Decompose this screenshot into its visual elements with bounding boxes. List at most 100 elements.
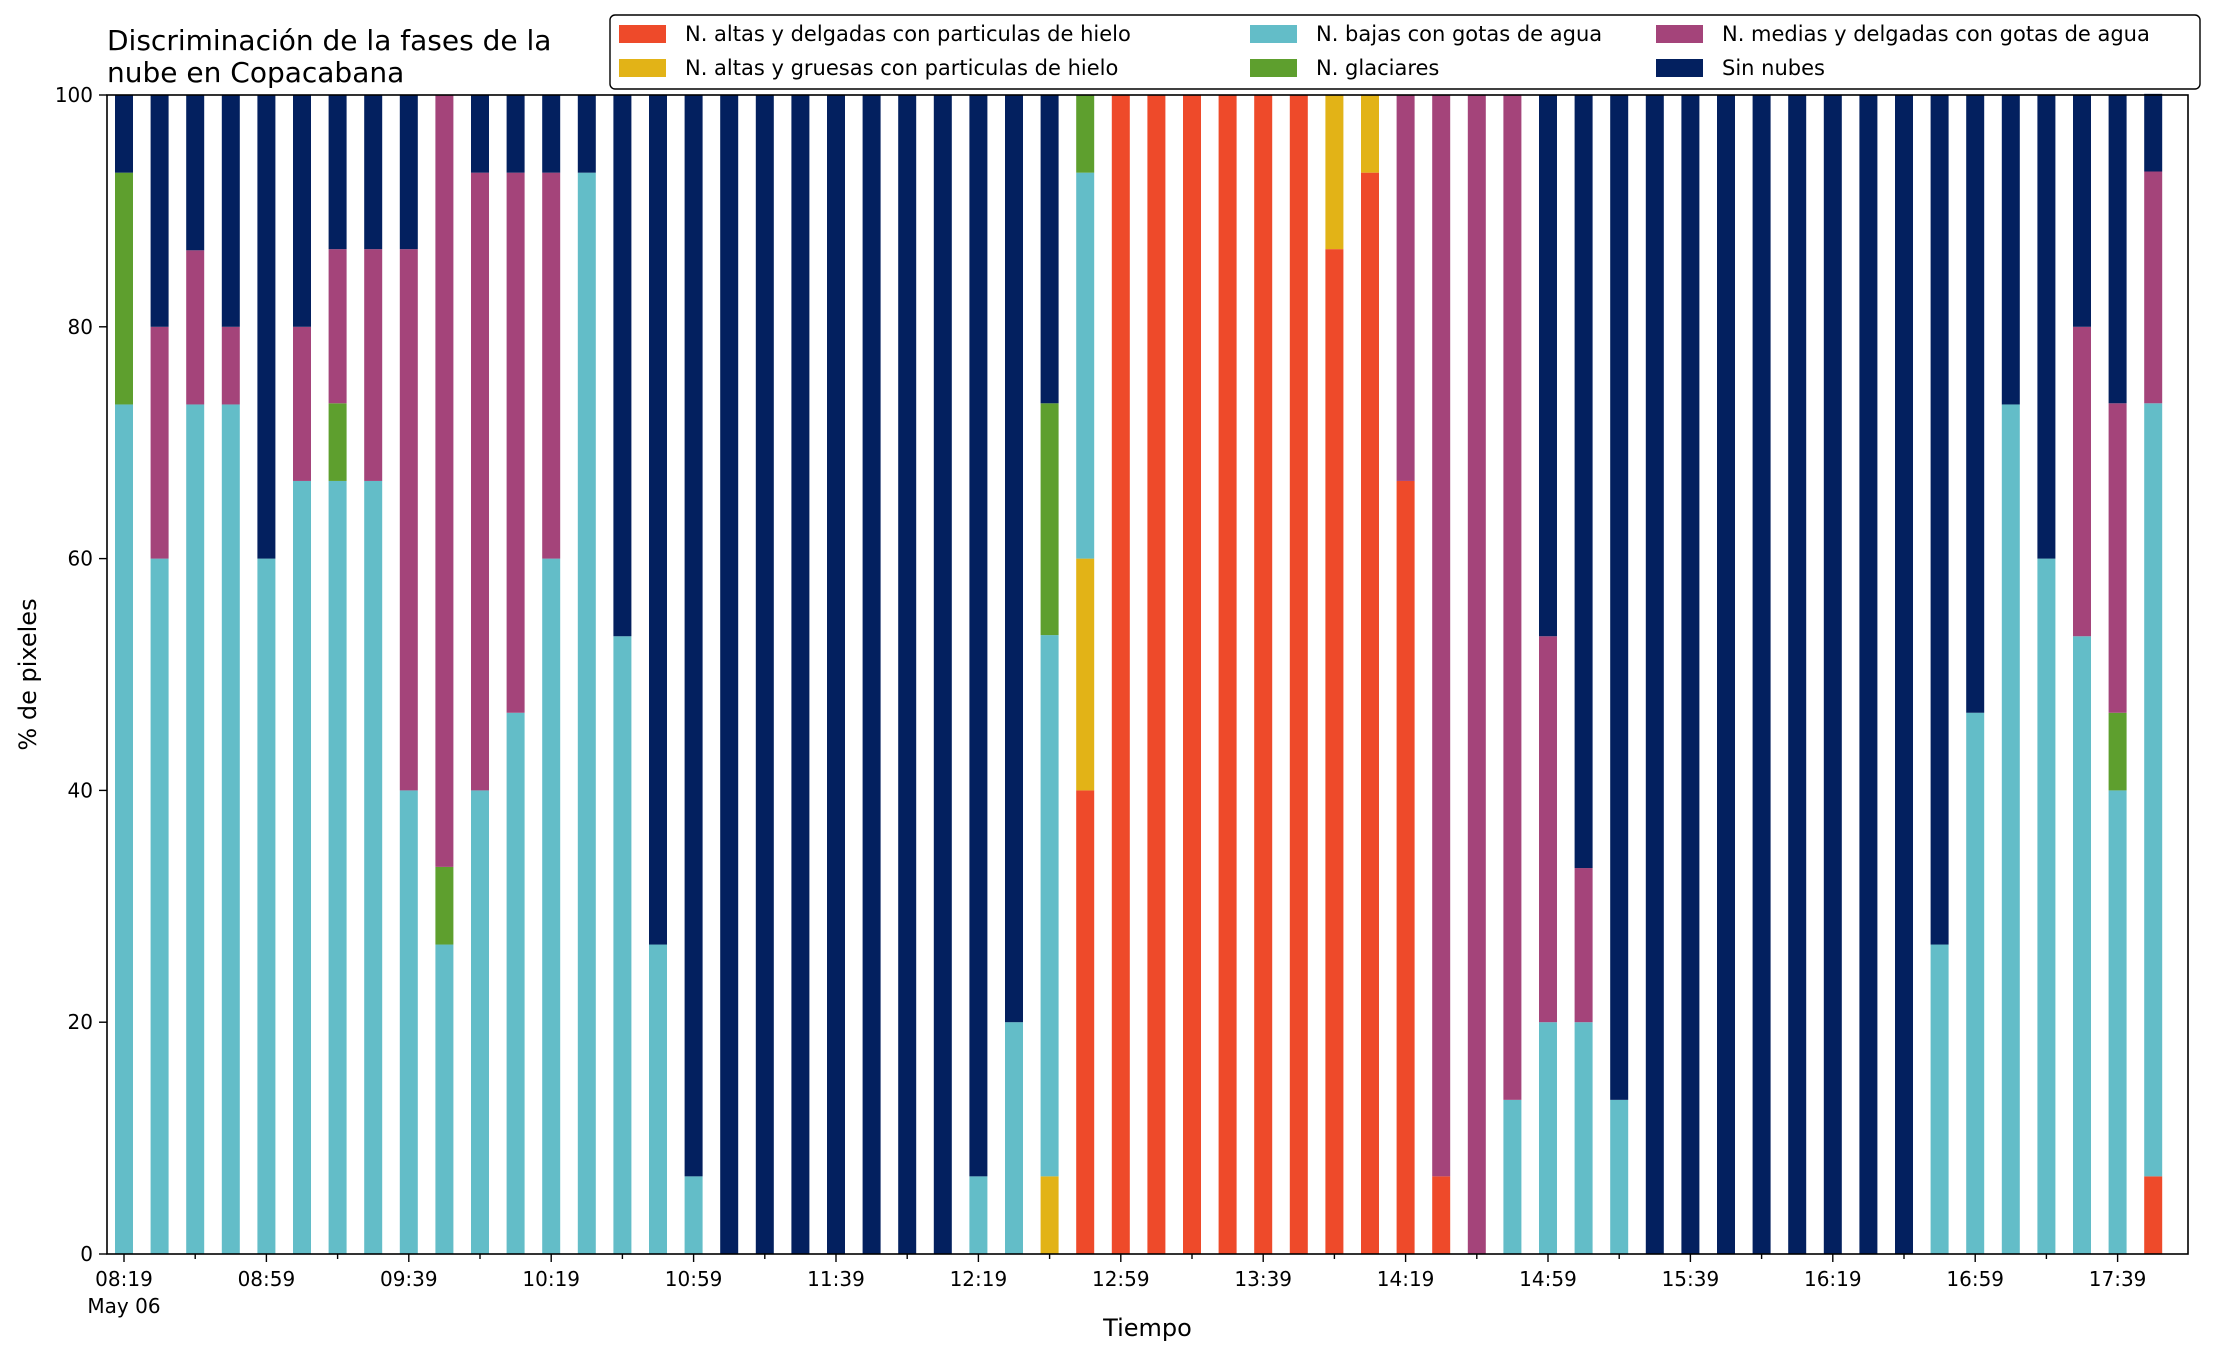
bar-segment — [1183, 95, 1201, 1254]
bar-segment — [827, 95, 845, 1254]
bar-segment — [1147, 95, 1166, 1254]
bar-segment — [613, 636, 632, 1254]
x-tick-label: 12:19 — [950, 1267, 1008, 1291]
bar-segment — [1539, 1022, 1557, 1254]
bar-segment — [1930, 944, 1949, 1254]
bar-segment — [2108, 712, 2127, 791]
bar-segment — [1539, 636, 1557, 1023]
bar-segment — [791, 95, 810, 1254]
bar-segment — [649, 95, 667, 945]
bar-segment — [1361, 172, 1379, 1255]
bar-segment — [1076, 172, 1095, 559]
bar-segment — [328, 95, 347, 250]
bar-segment — [150, 558, 169, 1254]
bar-segment — [1005, 95, 1023, 1023]
axes-layer: 0 20 40 60 80 100 08:19 08:59 09:39 10:19 10:59 11:… — [55, 83, 2189, 1318]
bar-segment — [257, 95, 276, 559]
bar-segment — [1574, 1022, 1593, 1254]
bar-segment — [506, 172, 525, 713]
x-tick-label: 10:59 — [665, 1267, 723, 1291]
x-tick-label: 11:39 — [807, 1267, 865, 1291]
bar-segment — [471, 790, 489, 1254]
bar-segment — [186, 250, 205, 405]
bar-segment — [1574, 95, 1593, 869]
x-tick-label: 10:19 — [522, 1267, 580, 1291]
bar-segment — [1289, 95, 1308, 1254]
bar-segment — [2144, 93, 2163, 172]
bar-segment — [1040, 403, 1059, 636]
bar-segment — [1645, 95, 1664, 1254]
bar-segment — [364, 95, 383, 250]
bar-segment — [577, 172, 596, 1255]
bar-segment — [1503, 1099, 1522, 1254]
x-tick-label: 08:59 — [238, 1267, 296, 1291]
legend-item: N. altas y gruesas con particulas de hie… — [619, 56, 1118, 80]
bar-segment — [720, 95, 739, 1254]
bar-segment — [542, 172, 561, 559]
bar-segment — [221, 95, 240, 327]
bar-segment — [2108, 790, 2127, 1254]
bar-segment — [150, 95, 169, 327]
bar-segment — [2073, 95, 2091, 327]
x-tick-label: 08:19 — [95, 1267, 153, 1291]
y-axis-label: % de pixeles — [14, 598, 42, 750]
bar-segment — [115, 172, 133, 405]
legend-label: Sin nubes — [1722, 56, 1825, 80]
x-tick-label: 15:39 — [1662, 1267, 1720, 1291]
y-tick-label: 60 — [68, 547, 93, 571]
bar-segment — [471, 95, 489, 173]
legend-item: N. bajas con gotas de agua — [1250, 22, 1602, 46]
bar-segment — [186, 404, 205, 1254]
y-tick-label: 40 — [68, 778, 93, 802]
bar-segment — [221, 404, 240, 1254]
x-date-label: May 06 — [87, 1294, 160, 1318]
bar-segment — [115, 404, 133, 1254]
legend-swatch — [1250, 25, 1297, 43]
bar-segment — [1503, 95, 1522, 1100]
bar-segment — [542, 558, 561, 1254]
bar-segment — [1930, 95, 1949, 945]
x-tick-label: 16:59 — [1946, 1267, 2004, 1291]
bar-segment — [1432, 95, 1451, 1177]
bar-segment — [969, 95, 988, 1177]
legend-label: N. bajas con gotas de agua — [1316, 22, 1602, 46]
bar-segment — [328, 403, 347, 481]
bar-segment — [1076, 558, 1095, 791]
chart-title-line: Discriminación de la fases de la — [107, 24, 551, 57]
legend-label: N. glaciares — [1316, 56, 1439, 80]
bar-segment — [471, 172, 489, 791]
bar-segment — [969, 1176, 988, 1254]
x-tick-label: 13:39 — [1234, 1267, 1292, 1291]
x-tick-label: 14:59 — [1519, 1267, 1577, 1291]
bar-segment — [399, 95, 418, 250]
bar-segment — [2001, 404, 2020, 1254]
bar-segment — [150, 326, 169, 559]
legend-swatch — [619, 25, 666, 43]
bar-segment — [1396, 480, 1415, 1254]
bar-segment — [1040, 1176, 1059, 1254]
x-axis-label: Tiempo — [1102, 1314, 1192, 1342]
y-tick-label: 0 — [80, 1242, 93, 1266]
bar-segment — [2144, 171, 2163, 404]
legend-item: N. altas y delgadas con particulas de hi… — [619, 22, 1131, 46]
bar-segment — [2108, 95, 2127, 404]
bar-segment — [862, 95, 881, 1254]
bar-segment — [1467, 95, 1486, 1254]
bar-segment — [1574, 868, 1593, 1023]
bar-segment — [1717, 95, 1735, 1254]
y-tick-label: 20 — [68, 1010, 93, 1034]
bar-segment — [328, 480, 347, 1254]
bar-segment — [649, 944, 667, 1254]
bar-segment — [1076, 790, 1095, 1254]
bar-segment — [2144, 1176, 2163, 1254]
bar-segment — [435, 95, 454, 867]
legend-box — [609, 14, 2201, 90]
bar-segment — [1610, 95, 1629, 1100]
x-tick-label: 17:39 — [2089, 1267, 2147, 1291]
x-tick-label: 14:19 — [1377, 1267, 1435, 1291]
bar-segment — [293, 480, 311, 1254]
bar-segment — [1788, 95, 1807, 1254]
bar-segment — [1432, 1176, 1451, 1254]
bar-segment — [328, 249, 347, 404]
bar-segment — [2001, 95, 2020, 405]
